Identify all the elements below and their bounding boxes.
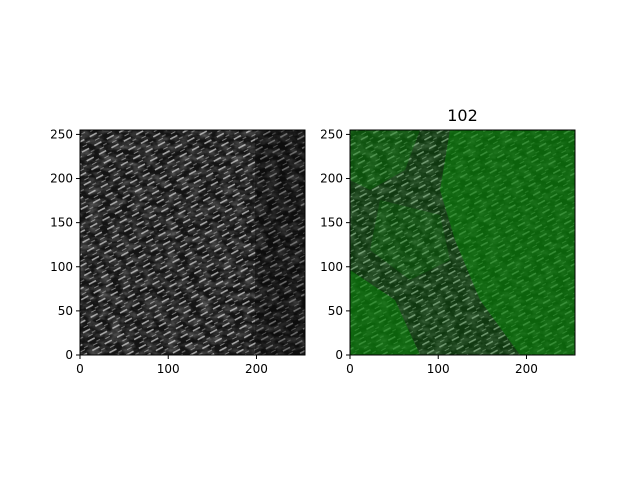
overlay-region-bottom-left <box>350 270 420 355</box>
image-noise <box>80 130 305 355</box>
axes-frame <box>349 129 576 356</box>
overlay-region-main <box>440 130 575 355</box>
y-tick-label: 250 <box>50 127 73 141</box>
x-tick-label: 0 <box>76 362 84 376</box>
x-tick-label: 200 <box>245 362 268 376</box>
overlay-region-center <box>370 200 450 280</box>
y-tick-label: 200 <box>320 172 343 186</box>
segmentation-overlay <box>350 130 575 355</box>
x-tick-label: 0 <box>346 362 354 376</box>
x-tick-label: 100 <box>427 362 450 376</box>
y-tick-label: 200 <box>50 172 73 186</box>
y-tick-label: 50 <box>58 304 73 318</box>
y-tick-label: 150 <box>50 216 73 230</box>
chart-title: 102 <box>447 106 478 125</box>
y-tick-label: 50 <box>328 304 343 318</box>
x-axis: 0 100 200 <box>76 355 268 376</box>
panel-overlay-image: 0 100 200 0 50 100 150 200 250 102 <box>320 106 576 376</box>
y-axis: 0 50 100 150 200 250 <box>50 127 80 362</box>
image-dark-edge <box>255 130 305 355</box>
x-tick-label: 200 <box>515 362 538 376</box>
y-tick-label: 100 <box>50 260 73 274</box>
y-tick-label: 250 <box>320 127 343 141</box>
overlay-region-top-left <box>350 130 420 190</box>
y-tick-label: 0 <box>335 348 343 362</box>
image-area <box>350 130 575 355</box>
overlay-tint <box>350 130 575 355</box>
x-tick-label: 100 <box>157 362 180 376</box>
panel-grayscale-image: 0 100 200 0 50 100 150 200 250 <box>50 127 306 376</box>
axes-frame <box>79 129 306 356</box>
image-area <box>80 130 305 355</box>
y-axis: 0 50 100 150 200 250 <box>320 127 350 362</box>
x-axis: 0 100 200 <box>346 355 538 376</box>
y-tick-label: 100 <box>320 260 343 274</box>
y-tick-label: 150 <box>320 216 343 230</box>
y-tick-label: 0 <box>65 348 73 362</box>
